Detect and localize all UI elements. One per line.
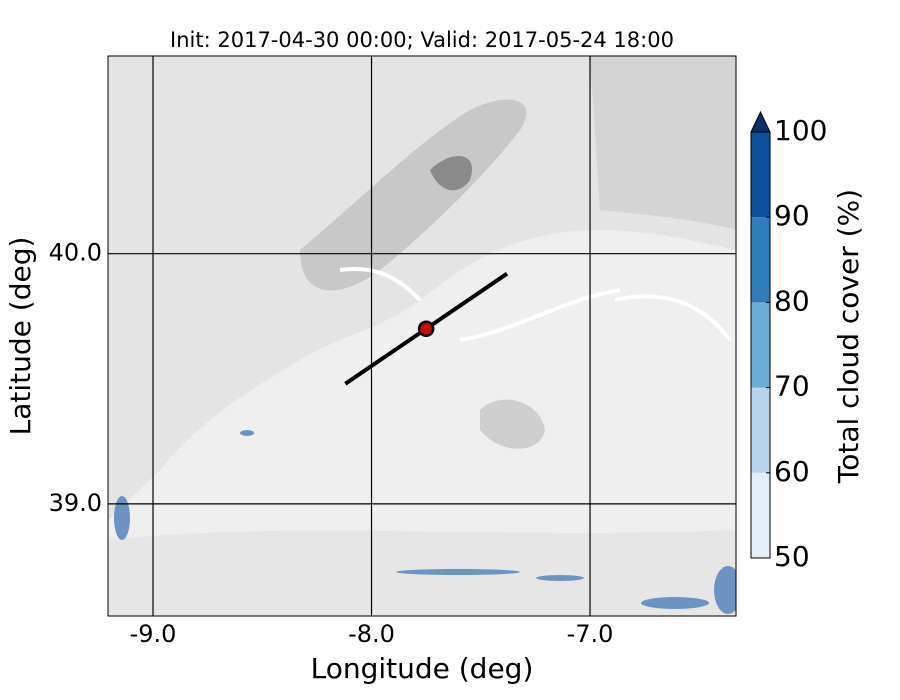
- colorbar-tick-label: 90: [774, 199, 810, 232]
- colorbar-segment: [751, 132, 770, 218]
- x-tick-label: -8.0: [348, 620, 395, 648]
- y-tick-label: 39.0: [49, 489, 102, 517]
- colorbar-tick-label: 80: [774, 284, 810, 317]
- colorbar-segment: [751, 472, 770, 558]
- colorbar-segment: [751, 217, 770, 303]
- y-tick-label: 40.0: [49, 239, 102, 267]
- colorbar-segment: [751, 302, 770, 388]
- colorbar-tick-label: 60: [774, 455, 810, 488]
- colorbar-extend: [750, 110, 771, 133]
- colorbar-tick-label: 70: [774, 370, 810, 403]
- site-marker: [417, 320, 435, 337]
- y-axis-label: Latitude (deg): [4, 237, 37, 436]
- colorbar-label: Total cloud cover (%): [832, 189, 865, 484]
- x-tick-label: -9.0: [130, 620, 177, 648]
- map-title: Init: 2017-04-30 00:00; Valid: 2017-05-2…: [170, 28, 674, 52]
- plot-frame: [107, 55, 737, 617]
- x-axis-label: Longitude (deg): [311, 652, 534, 685]
- colorbar-segment: [751, 387, 770, 473]
- colorbar-frame: [750, 131, 771, 559]
- colorbar-tick-label: 100: [774, 114, 827, 147]
- terrain: [108, 56, 736, 616]
- colorbar-tick-label: 50: [774, 540, 810, 573]
- x-tick-label: -7.0: [567, 620, 614, 648]
- cloud-patches: [114, 430, 736, 614]
